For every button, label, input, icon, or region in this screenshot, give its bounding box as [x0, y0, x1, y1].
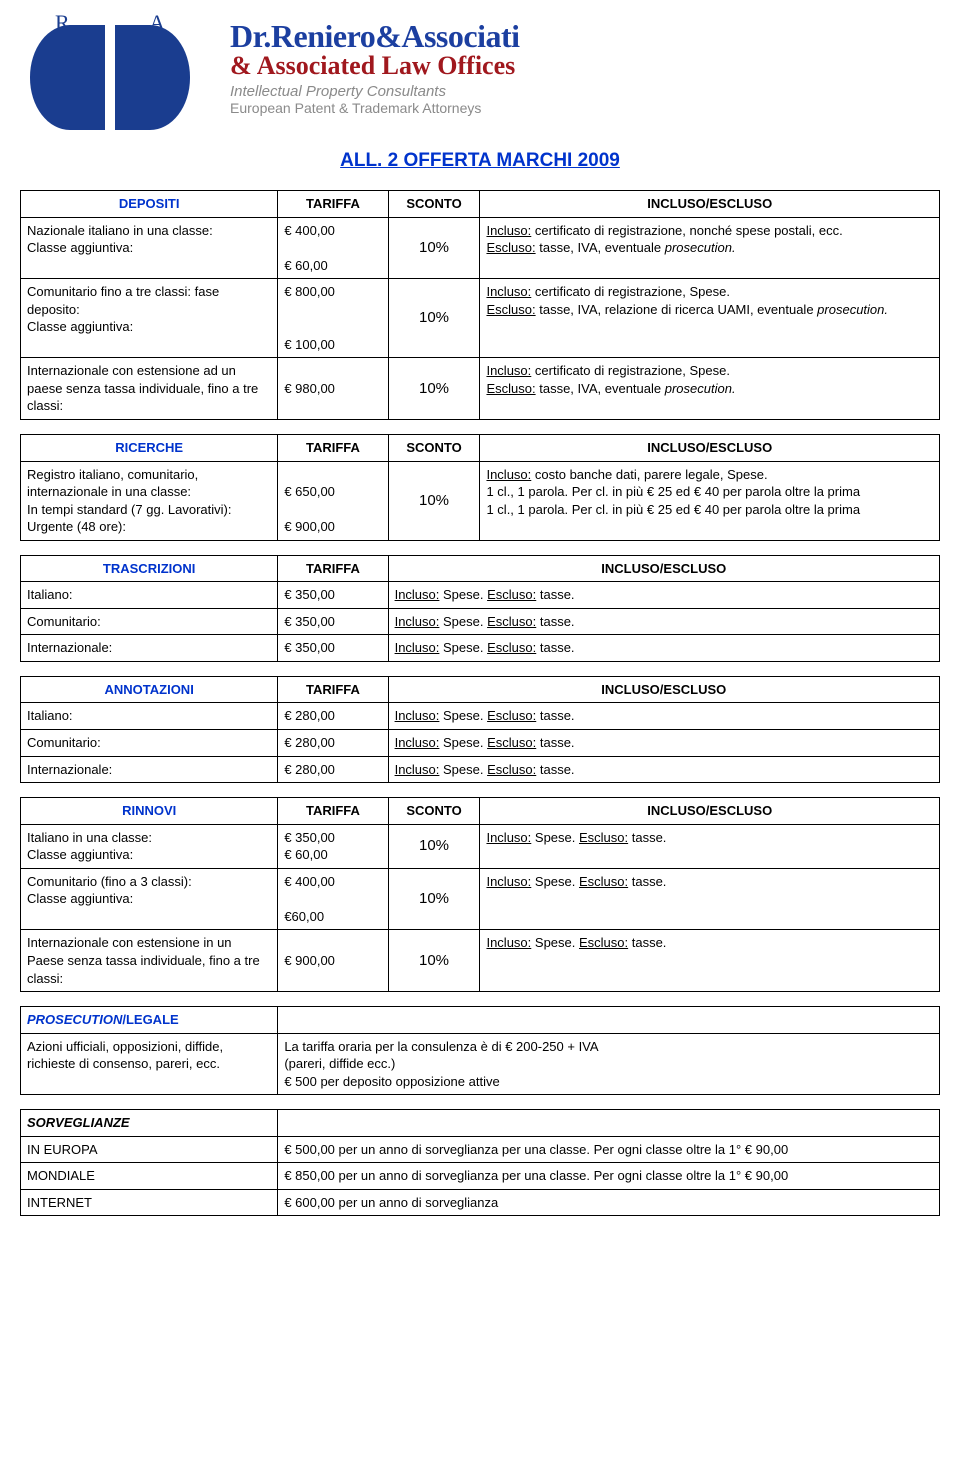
trascrizioni-desc: Italiano: — [21, 582, 278, 609]
depositi-tariffa: € 800,00 € 100,00 — [278, 279, 388, 358]
depositi-header: DEPOSITI — [21, 191, 278, 218]
col-incluso: INCLUSO/ESCLUSO — [388, 676, 939, 703]
rinnovi-incluso: Incluso: Spese. Escluso: tasse. — [480, 824, 940, 868]
trascrizioni-desc: Internazionale: — [21, 635, 278, 662]
rinnovi-tariffa: € 900,00 — [278, 930, 388, 992]
col-incluso: INCLUSO/ESCLUSO — [480, 798, 940, 825]
trascrizioni-incluso: Incluso: Spese. Escluso: tasse. — [388, 608, 939, 635]
sorveglianze-text: € 500,00 per un anno di sorveglianza per… — [278, 1136, 940, 1163]
col-incluso: INCLUSO/ESCLUSO — [388, 555, 939, 582]
depositi-desc: Nazionale italiano in una classe: Classe… — [21, 217, 278, 279]
depositi-desc: Comunitario fino a tre classi: fase depo… — [21, 279, 278, 358]
logo-shape-right — [115, 25, 190, 130]
rinnovi-tariffa: € 400,00 €60,00 — [278, 868, 388, 930]
annotazioni-table: ANNOTAZIONI TARIFFA INCLUSO/ESCLUSO Ital… — [20, 676, 940, 783]
page-title: ALL. 2 OFFERTA MARCHI 2009 — [20, 150, 940, 172]
col-sconto: SCONTO — [388, 435, 480, 462]
prosecution-rest: /LEGALE — [122, 1012, 178, 1027]
depositi-sconto: 10% — [388, 279, 480, 358]
logo-letters: R A — [20, 10, 200, 36]
col-incluso: INCLUSO/ESCLUSO — [480, 191, 940, 218]
depositi-incluso: Incluso: certificato di registrazione, S… — [480, 358, 940, 420]
annotazioni-incluso: Incluso: Spese. Escluso: tasse. — [388, 756, 939, 783]
col-sconto: SCONTO — [388, 191, 480, 218]
prosecution-right: La tariffa oraria per la consulenza è di… — [278, 1033, 940, 1095]
trascrizioni-incluso: Incluso: Spese. Escluso: tasse. — [388, 635, 939, 662]
depositi-tariffa: € 980,00 — [278, 358, 388, 420]
sorveglianze-label: MONDIALE — [21, 1163, 278, 1190]
letterhead: R A Dr.Reniero&Associati & Associated La… — [20, 10, 940, 140]
ricerche-desc: Registro italiano, comunitario, internaz… — [21, 461, 278, 540]
rinnovi-table: RINNOVI TARIFFA SCONTO INCLUSO/ESCLUSO I… — [20, 797, 940, 992]
firm-name: Dr.Reniero&Associati — [230, 18, 940, 55]
rinnovi-sconto: 10% — [388, 868, 480, 930]
annotazioni-tariffa: € 280,00 — [278, 703, 388, 730]
rinnovi-incluso: Incluso: Spese. Escluso: tasse. — [480, 868, 940, 930]
col-tariffa: TARIFFA — [278, 676, 388, 703]
ricerche-incluso: Incluso: costo banche dati, parere legal… — [480, 461, 940, 540]
depositi-sconto: 10% — [388, 217, 480, 279]
rinnovi-desc: Internazionale con estensione in un Paes… — [21, 930, 278, 992]
logo-shape-left — [30, 25, 105, 130]
annotazioni-incluso: Incluso: Spese. Escluso: tasse. — [388, 730, 939, 757]
depositi-sconto: 10% — [388, 358, 480, 420]
rinnovi-tariffa: € 350,00 € 60,00 — [278, 824, 388, 868]
annotazioni-header: ANNOTAZIONI — [21, 676, 278, 703]
sorveglianze-table: SORVEGLIANZE IN EUROPA€ 500,00 per un an… — [20, 1109, 940, 1216]
logo: R A — [20, 10, 200, 140]
depositi-desc: Internazionale con estensione ad un paes… — [21, 358, 278, 420]
trascrizioni-tariffa: € 350,00 — [278, 608, 388, 635]
sorveglianze-empty — [278, 1110, 940, 1137]
ricerche-header: RICERCHE — [21, 435, 278, 462]
trascrizioni-incluso: Incluso: Spese. Escluso: tasse. — [388, 582, 939, 609]
col-incluso: INCLUSO/ESCLUSO — [480, 435, 940, 462]
trascrizioni-header: TRASCRIZIONI — [21, 555, 278, 582]
firm-tagline-1: Intellectual Property Consultants — [230, 83, 940, 100]
rinnovi-sconto: 10% — [388, 824, 480, 868]
ricerche-table: RICERCHE TARIFFA SCONTO INCLUSO/ESCLUSO … — [20, 434, 940, 541]
col-tariffa: TARIFFA — [278, 435, 388, 462]
annotazioni-desc: Italiano: — [21, 703, 278, 730]
ricerche-tariffa: € 650,00 € 900,00 — [278, 461, 388, 540]
rinnovi-sconto: 10% — [388, 930, 480, 992]
sorveglianze-label: IN EUROPA — [21, 1136, 278, 1163]
annotazioni-desc: Comunitario: — [21, 730, 278, 757]
firm-text-block: Dr.Reniero&Associati & Associated Law Of… — [230, 10, 940, 116]
rinnovi-header: RINNOVI — [21, 798, 278, 825]
annotazioni-tariffa: € 280,00 — [278, 730, 388, 757]
annotazioni-desc: Internazionale: — [21, 756, 278, 783]
annotazioni-incluso: Incluso: Spese. Escluso: tasse. — [388, 703, 939, 730]
trascrizioni-tariffa: € 350,00 — [278, 635, 388, 662]
rinnovi-desc: Italiano in una classe: Classe aggiuntiv… — [21, 824, 278, 868]
prosecution-table: PROSECUTION/LEGALE Azioni ufficiali, opp… — [20, 1006, 940, 1095]
depositi-incluso: Incluso: certificato di registrazione, S… — [480, 279, 940, 358]
prosecution-empty — [278, 1007, 940, 1034]
firm-subname: & Associated Law Offices — [230, 51, 940, 81]
depositi-incluso: Incluso: certificato di registrazione, n… — [480, 217, 940, 279]
rinnovi-desc: Comunitario (fino a 3 classi): Classe ag… — [21, 868, 278, 930]
col-tariffa: TARIFFA — [278, 798, 388, 825]
ricerche-sconto: 10% — [388, 461, 480, 540]
annotazioni-tariffa: € 280,00 — [278, 756, 388, 783]
trascrizioni-tariffa: € 350,00 — [278, 582, 388, 609]
prosecution-left: Azioni ufficiali, opposizioni, diffide, … — [21, 1033, 278, 1095]
sorveglianze-label: INTERNET — [21, 1189, 278, 1216]
sorveglianze-text: € 600,00 per un anno di sorveglianza — [278, 1189, 940, 1216]
col-tariffa: TARIFFA — [278, 555, 388, 582]
col-tariffa: TARIFFA — [278, 191, 388, 218]
prosecution-ital: PROSECUTION — [27, 1012, 122, 1027]
depositi-table: DEPOSITI TARIFFA SCONTO INCLUSO/ESCLUSO … — [20, 190, 940, 420]
sorveglianze-header: SORVEGLIANZE — [21, 1110, 278, 1137]
rinnovi-incluso: Incluso: Spese. Escluso: tasse. — [480, 930, 940, 992]
firm-tagline-2: European Patent & Trademark Attorneys — [230, 100, 940, 116]
sorveglianze-text: € 850,00 per un anno di sorveglianza per… — [278, 1163, 940, 1190]
depositi-tariffa: € 400,00 € 60,00 — [278, 217, 388, 279]
col-sconto: SCONTO — [388, 798, 480, 825]
trascrizioni-desc: Comunitario: — [21, 608, 278, 635]
trascrizioni-table: TRASCRIZIONI TARIFFA INCLUSO/ESCLUSO Ita… — [20, 555, 940, 662]
prosecution-header: PROSECUTION/LEGALE — [21, 1007, 278, 1034]
